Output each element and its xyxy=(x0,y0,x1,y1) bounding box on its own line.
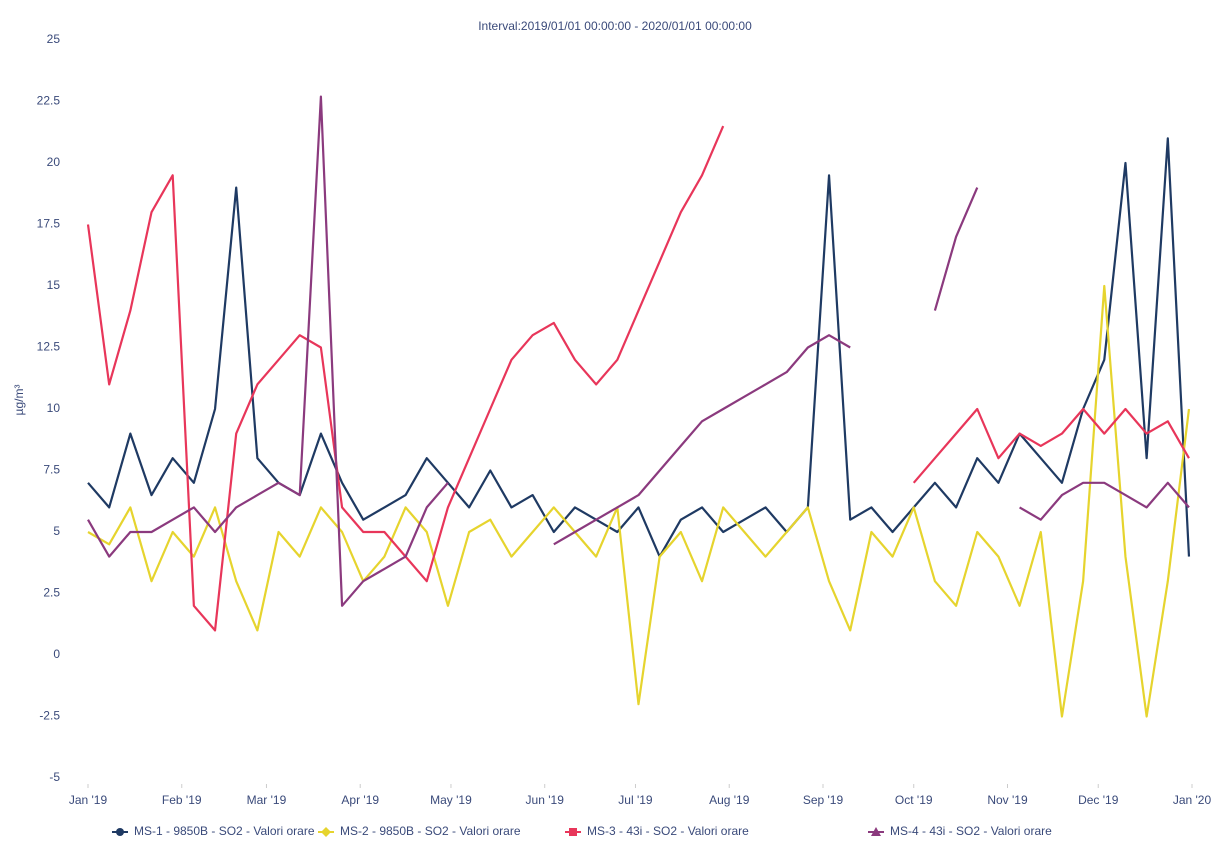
legend-label: MS-2 - 9850B - SO2 - Valori orare xyxy=(340,824,521,838)
x-tick-label: Nov '19 xyxy=(987,793,1028,807)
x-tick-label: Aug '19 xyxy=(709,793,750,807)
chart-title: Interval:2019/01/01 00:00:00 - 2020/01/0… xyxy=(478,19,752,33)
y-tick-label: 20 xyxy=(47,155,61,169)
legend-label: MS-1 - 9850B - SO2 - Valori orare xyxy=(134,824,315,838)
x-tick-label: Oct '19 xyxy=(895,793,933,807)
legend-marker xyxy=(116,828,124,836)
series-line xyxy=(553,334,851,546)
y-tick-label: 15 xyxy=(47,278,61,292)
series-line xyxy=(87,284,1191,718)
y-tick-label: -5 xyxy=(49,770,60,784)
y-tick-label: 2.5 xyxy=(43,586,60,600)
y-tick-label: 10 xyxy=(47,401,61,415)
x-tick-label: Jun '19 xyxy=(526,793,565,807)
y-tick-label: 5 xyxy=(53,524,60,538)
legend-marker xyxy=(321,827,331,837)
x-tick-label: Jan '19 xyxy=(69,793,108,807)
legend-marker xyxy=(871,827,881,836)
y-tick-label: 7.5 xyxy=(43,463,60,477)
x-tick-label: Feb '19 xyxy=(162,793,202,807)
legend-label: MS-4 - 43i - SO2 - Valori orare xyxy=(890,824,1052,838)
y-tick-label: 22.5 xyxy=(37,94,61,108)
x-tick-label: Jul '19 xyxy=(618,793,653,807)
series-line xyxy=(87,95,449,607)
x-tick-label: Jan '20 xyxy=(1173,793,1212,807)
x-tick-label: Sep '19 xyxy=(803,793,844,807)
y-tick-label: 0 xyxy=(53,647,60,661)
y-tick-label: 17.5 xyxy=(37,217,61,231)
series-line xyxy=(933,187,979,311)
series-line xyxy=(87,137,1191,558)
x-tick-label: Apr '19 xyxy=(341,793,379,807)
y-tick-label: -2.5 xyxy=(39,709,60,723)
series-line xyxy=(1019,481,1190,521)
series-line xyxy=(912,407,1190,484)
legend-label: MS-3 - 43i - SO2 - Valori orare xyxy=(587,824,749,838)
y-tick-label: 12.5 xyxy=(37,340,61,354)
x-tick-label: May '19 xyxy=(430,793,472,807)
x-tick-label: Mar '19 xyxy=(247,793,287,807)
x-tick-label: Dec '19 xyxy=(1078,793,1119,807)
y-tick-label: 25 xyxy=(47,32,61,46)
legend-marker xyxy=(569,828,577,836)
y-axis-label: µg/m³ xyxy=(12,385,26,416)
